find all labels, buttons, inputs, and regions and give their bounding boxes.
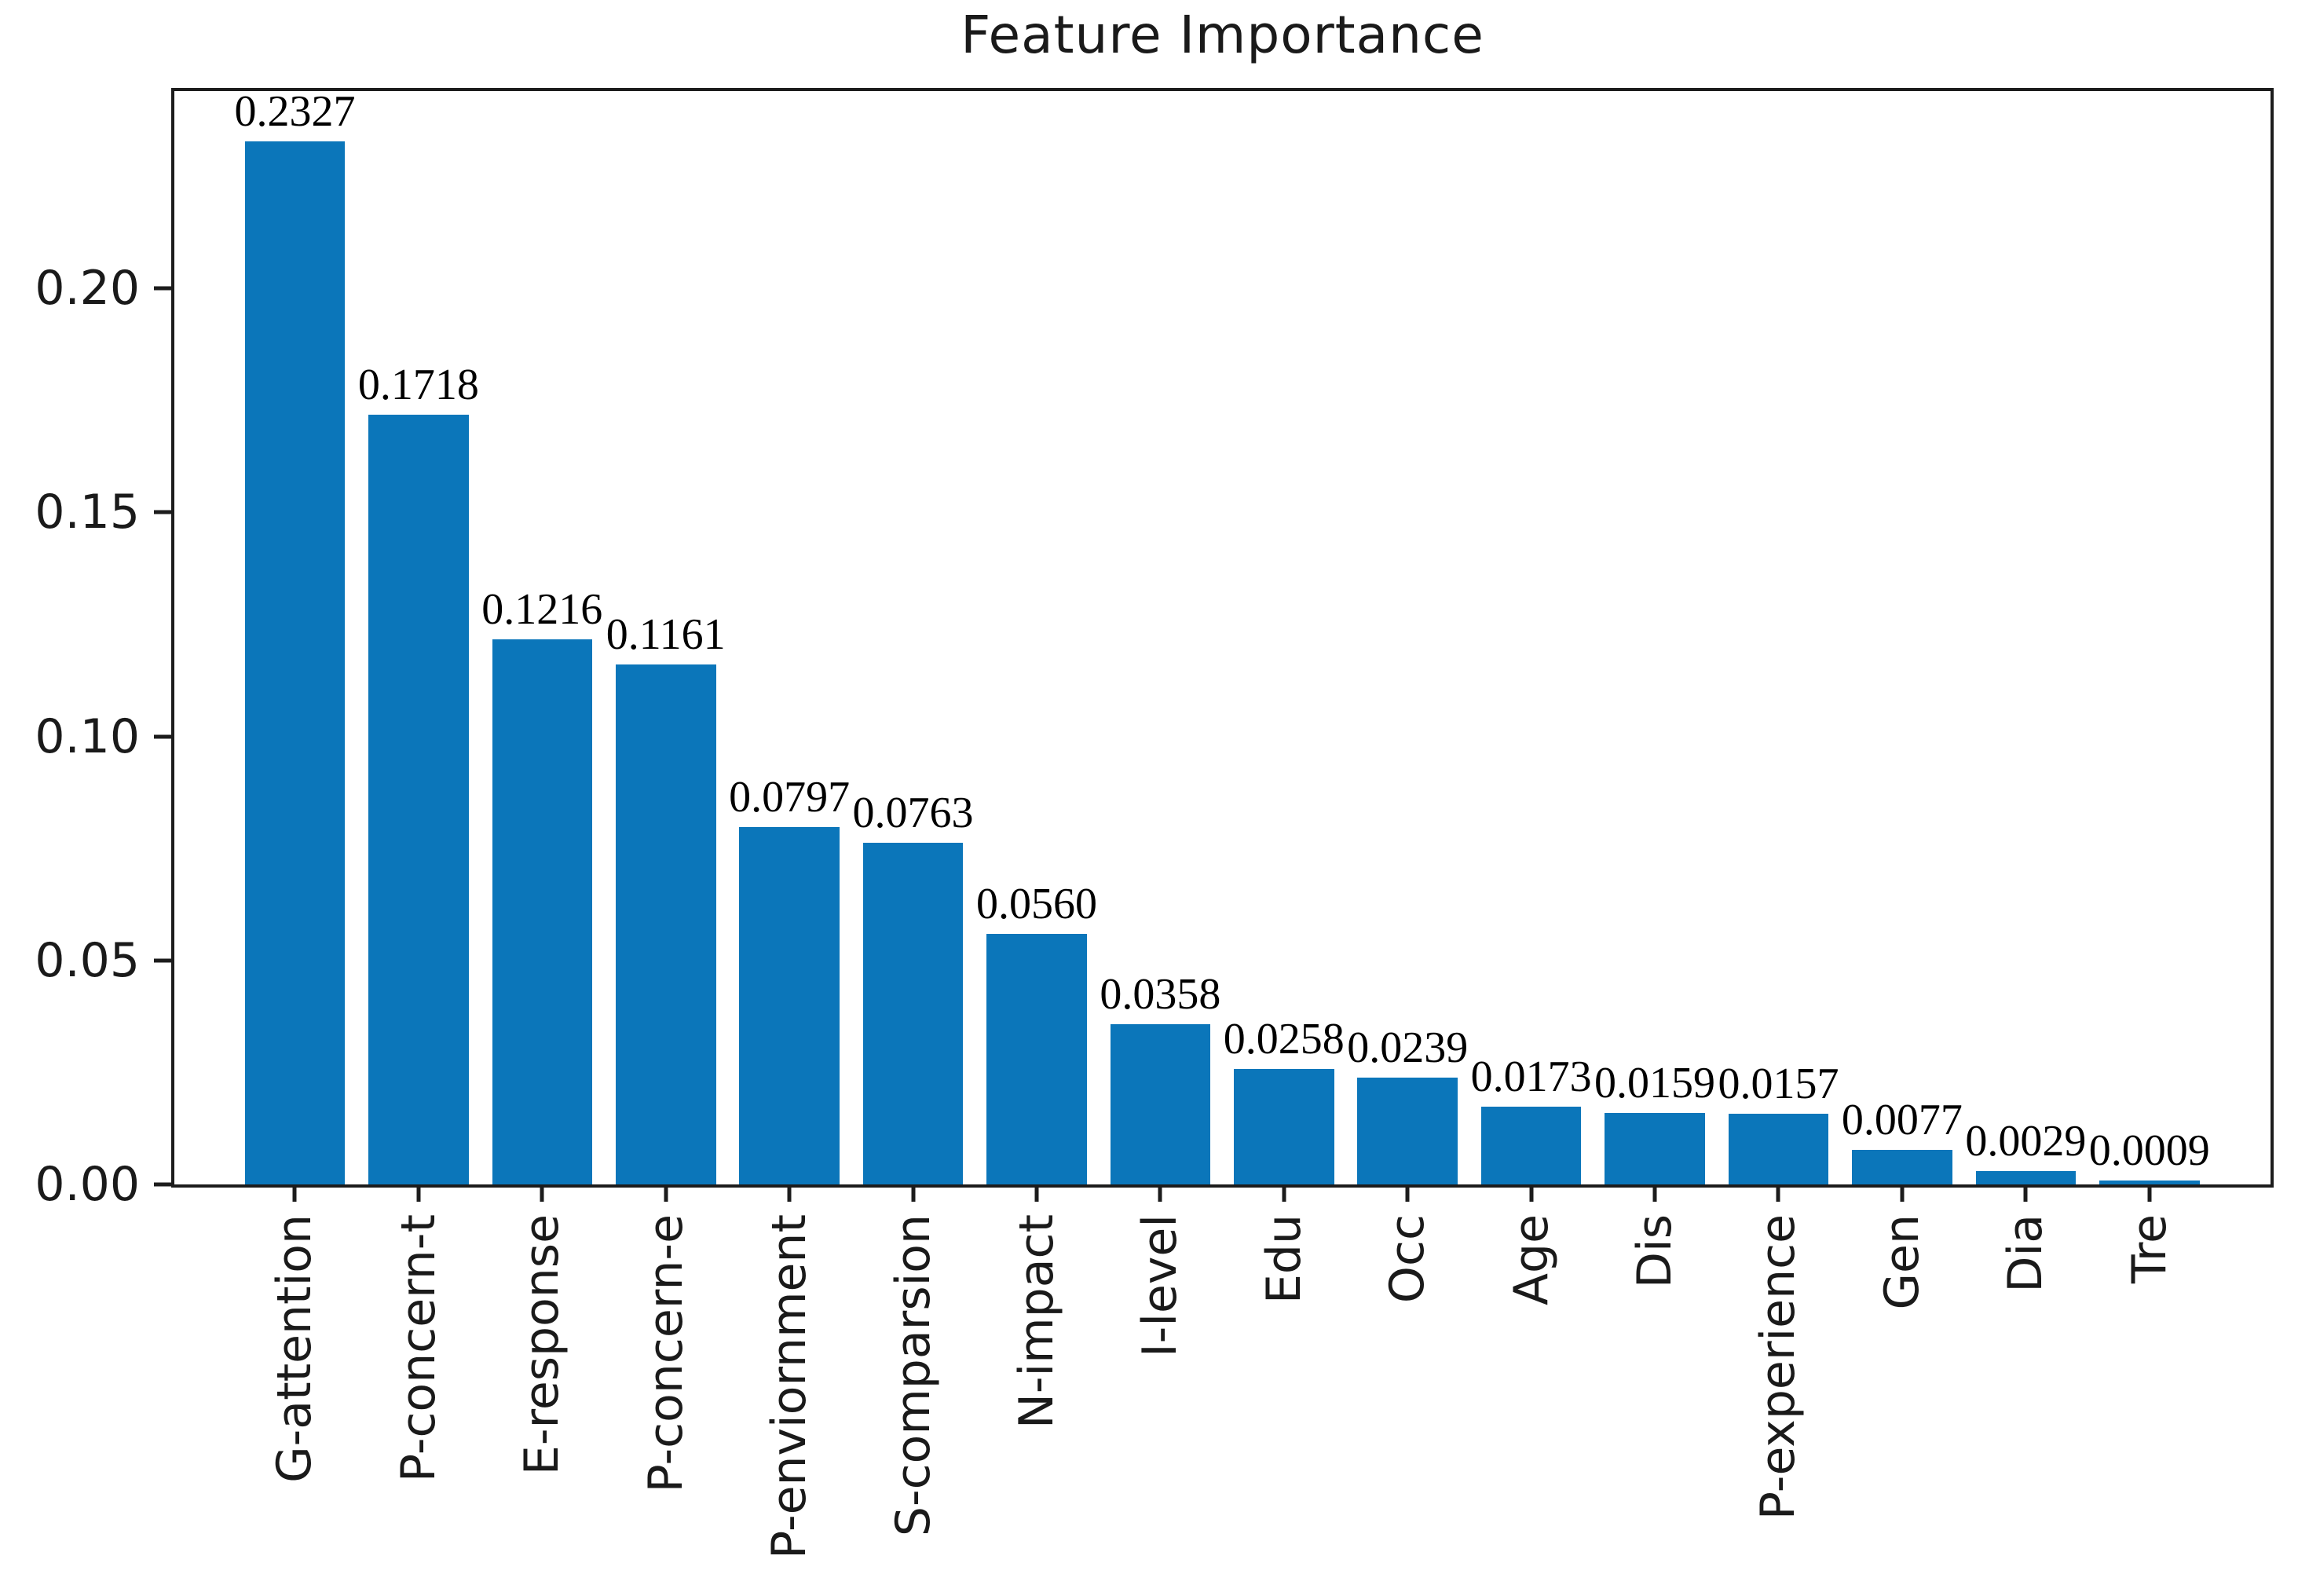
x-tick-label-text: Edu bbox=[1256, 1214, 1312, 1305]
x-tick-label-text: Dis bbox=[1627, 1214, 1683, 1289]
x-tick-label-text: S-comparsion bbox=[885, 1214, 941, 1537]
bar bbox=[1357, 1077, 1458, 1184]
bar-value-label: 0.0009 bbox=[2088, 1126, 2210, 1175]
bar bbox=[739, 827, 840, 1184]
bar bbox=[2099, 1180, 2200, 1184]
x-tick-mark bbox=[1776, 1184, 1780, 1202]
bar bbox=[1975, 1171, 2077, 1184]
x-tick-mark bbox=[292, 1184, 297, 1202]
x-tick-label-text: P-enviornment bbox=[762, 1214, 818, 1559]
y-tick-mark bbox=[154, 958, 171, 963]
x-tick-label: E-response bbox=[514, 1214, 570, 1477]
x-tick-label: P-concern-t bbox=[390, 1214, 446, 1484]
y-tick-label: 0.10 bbox=[35, 708, 140, 764]
x-tick-mark bbox=[2147, 1184, 2152, 1202]
x-tick-mark bbox=[2023, 1184, 2028, 1202]
bar-value-label: 0.0159 bbox=[1594, 1059, 1716, 1108]
x-tick-label-text: P-experience bbox=[1751, 1214, 1806, 1521]
x-tick-label: Dis bbox=[1627, 1214, 1683, 1290]
y-tick-mark bbox=[154, 1182, 171, 1187]
chart-title: Feature Importance bbox=[961, 5, 1484, 65]
bar-value-label: 0.0239 bbox=[1347, 1023, 1469, 1072]
x-tick-label: Edu bbox=[1256, 1214, 1312, 1306]
y-tick-label: 0.05 bbox=[35, 932, 140, 988]
bar-value-label: 0.0358 bbox=[1100, 969, 1221, 1019]
x-tick-label: S-comparsion bbox=[885, 1214, 941, 1539]
x-tick-label: Occ bbox=[1380, 1214, 1436, 1305]
bar bbox=[244, 141, 346, 1184]
bar bbox=[986, 933, 1087, 1184]
x-tick-label-text: N-impact bbox=[1008, 1214, 1064, 1429]
bar-value-label: 0.0157 bbox=[1718, 1060, 1839, 1109]
bar-value-label: 0.1718 bbox=[357, 360, 479, 409]
x-tick-label: P-enviornment bbox=[762, 1214, 818, 1561]
x-tick-mark bbox=[416, 1184, 421, 1202]
bar-value-label: 0.0077 bbox=[1841, 1096, 1963, 1145]
bar bbox=[1605, 1113, 1705, 1184]
bar bbox=[1110, 1023, 1211, 1184]
x-tick-label-text: Occ bbox=[1380, 1214, 1436, 1304]
x-tick-label-text: E-response bbox=[514, 1214, 570, 1476]
x-tick-label-text: Tre bbox=[2121, 1214, 2177, 1284]
x-tick-mark bbox=[1034, 1184, 1039, 1202]
x-tick-mark bbox=[1158, 1184, 1162, 1202]
x-tick-label-text: Age bbox=[1503, 1214, 1559, 1306]
x-tick-mark bbox=[1900, 1184, 1905, 1202]
y-tick-mark bbox=[154, 286, 171, 291]
x-tick-mark bbox=[664, 1184, 668, 1202]
x-tick-label-text: P-concern-e bbox=[638, 1214, 693, 1493]
x-tick-label-text: I-level bbox=[1133, 1214, 1188, 1358]
bar bbox=[615, 664, 716, 1184]
x-tick-mark bbox=[911, 1184, 916, 1202]
bar-value-label: 0.0173 bbox=[1470, 1052, 1592, 1102]
bar bbox=[1728, 1114, 1829, 1184]
x-tick-label: N-impact bbox=[1008, 1214, 1064, 1431]
bar bbox=[368, 414, 469, 1184]
y-tick-label: 0.15 bbox=[35, 485, 140, 540]
bar-value-label: 0.0797 bbox=[729, 773, 851, 822]
y-tick-mark bbox=[154, 734, 171, 738]
x-tick-mark bbox=[540, 1184, 544, 1202]
x-tick-label: G-attention bbox=[267, 1214, 323, 1485]
y-tick-label: 0.00 bbox=[35, 1157, 140, 1212]
x-tick-mark bbox=[787, 1184, 792, 1202]
bar-value-label: 0.0763 bbox=[852, 788, 974, 837]
x-tick-mark bbox=[1529, 1184, 1534, 1202]
x-tick-mark bbox=[1405, 1184, 1410, 1202]
bar bbox=[492, 639, 593, 1184]
x-tick-label-text: Dia bbox=[1998, 1214, 2054, 1293]
bar-value-label: 0.0258 bbox=[1223, 1014, 1345, 1063]
x-tick-label: Dia bbox=[1998, 1214, 2054, 1295]
x-tick-label: Age bbox=[1503, 1214, 1559, 1308]
x-tick-label-text: Gen bbox=[1874, 1214, 1930, 1310]
x-tick-mark bbox=[1282, 1184, 1286, 1202]
bar bbox=[1234, 1068, 1334, 1184]
x-tick-label: P-experience bbox=[1751, 1214, 1806, 1522]
x-tick-label-text: P-concern-t bbox=[390, 1214, 446, 1482]
x-tick-mark bbox=[1652, 1184, 1657, 1202]
bar-value-label: 0.0029 bbox=[1965, 1117, 2087, 1166]
bar-value-label: 0.1161 bbox=[606, 609, 726, 659]
y-tick-label: 0.20 bbox=[35, 261, 140, 317]
y-tick-mark bbox=[154, 510, 171, 514]
plot-area: 0.00 0.05 0.10 0.15 0.20 0.2327 G-attention 0.1… bbox=[35, 87, 2274, 1559]
x-tick-label: I-level bbox=[1133, 1214, 1188, 1360]
bar bbox=[1852, 1150, 1952, 1184]
x-tick-label-text: G-attention bbox=[267, 1214, 323, 1483]
bar bbox=[862, 842, 964, 1184]
bar bbox=[1480, 1107, 1582, 1184]
x-tick-label: Gen bbox=[1874, 1214, 1930, 1312]
bar-value-label: 0.1216 bbox=[481, 585, 603, 635]
bar-value-label: 0.2327 bbox=[234, 87, 356, 137]
bar-value-label: 0.0560 bbox=[975, 879, 1097, 928]
x-tick-label: Tre bbox=[2121, 1214, 2177, 1286]
x-tick-label: P-concern-e bbox=[638, 1214, 693, 1495]
